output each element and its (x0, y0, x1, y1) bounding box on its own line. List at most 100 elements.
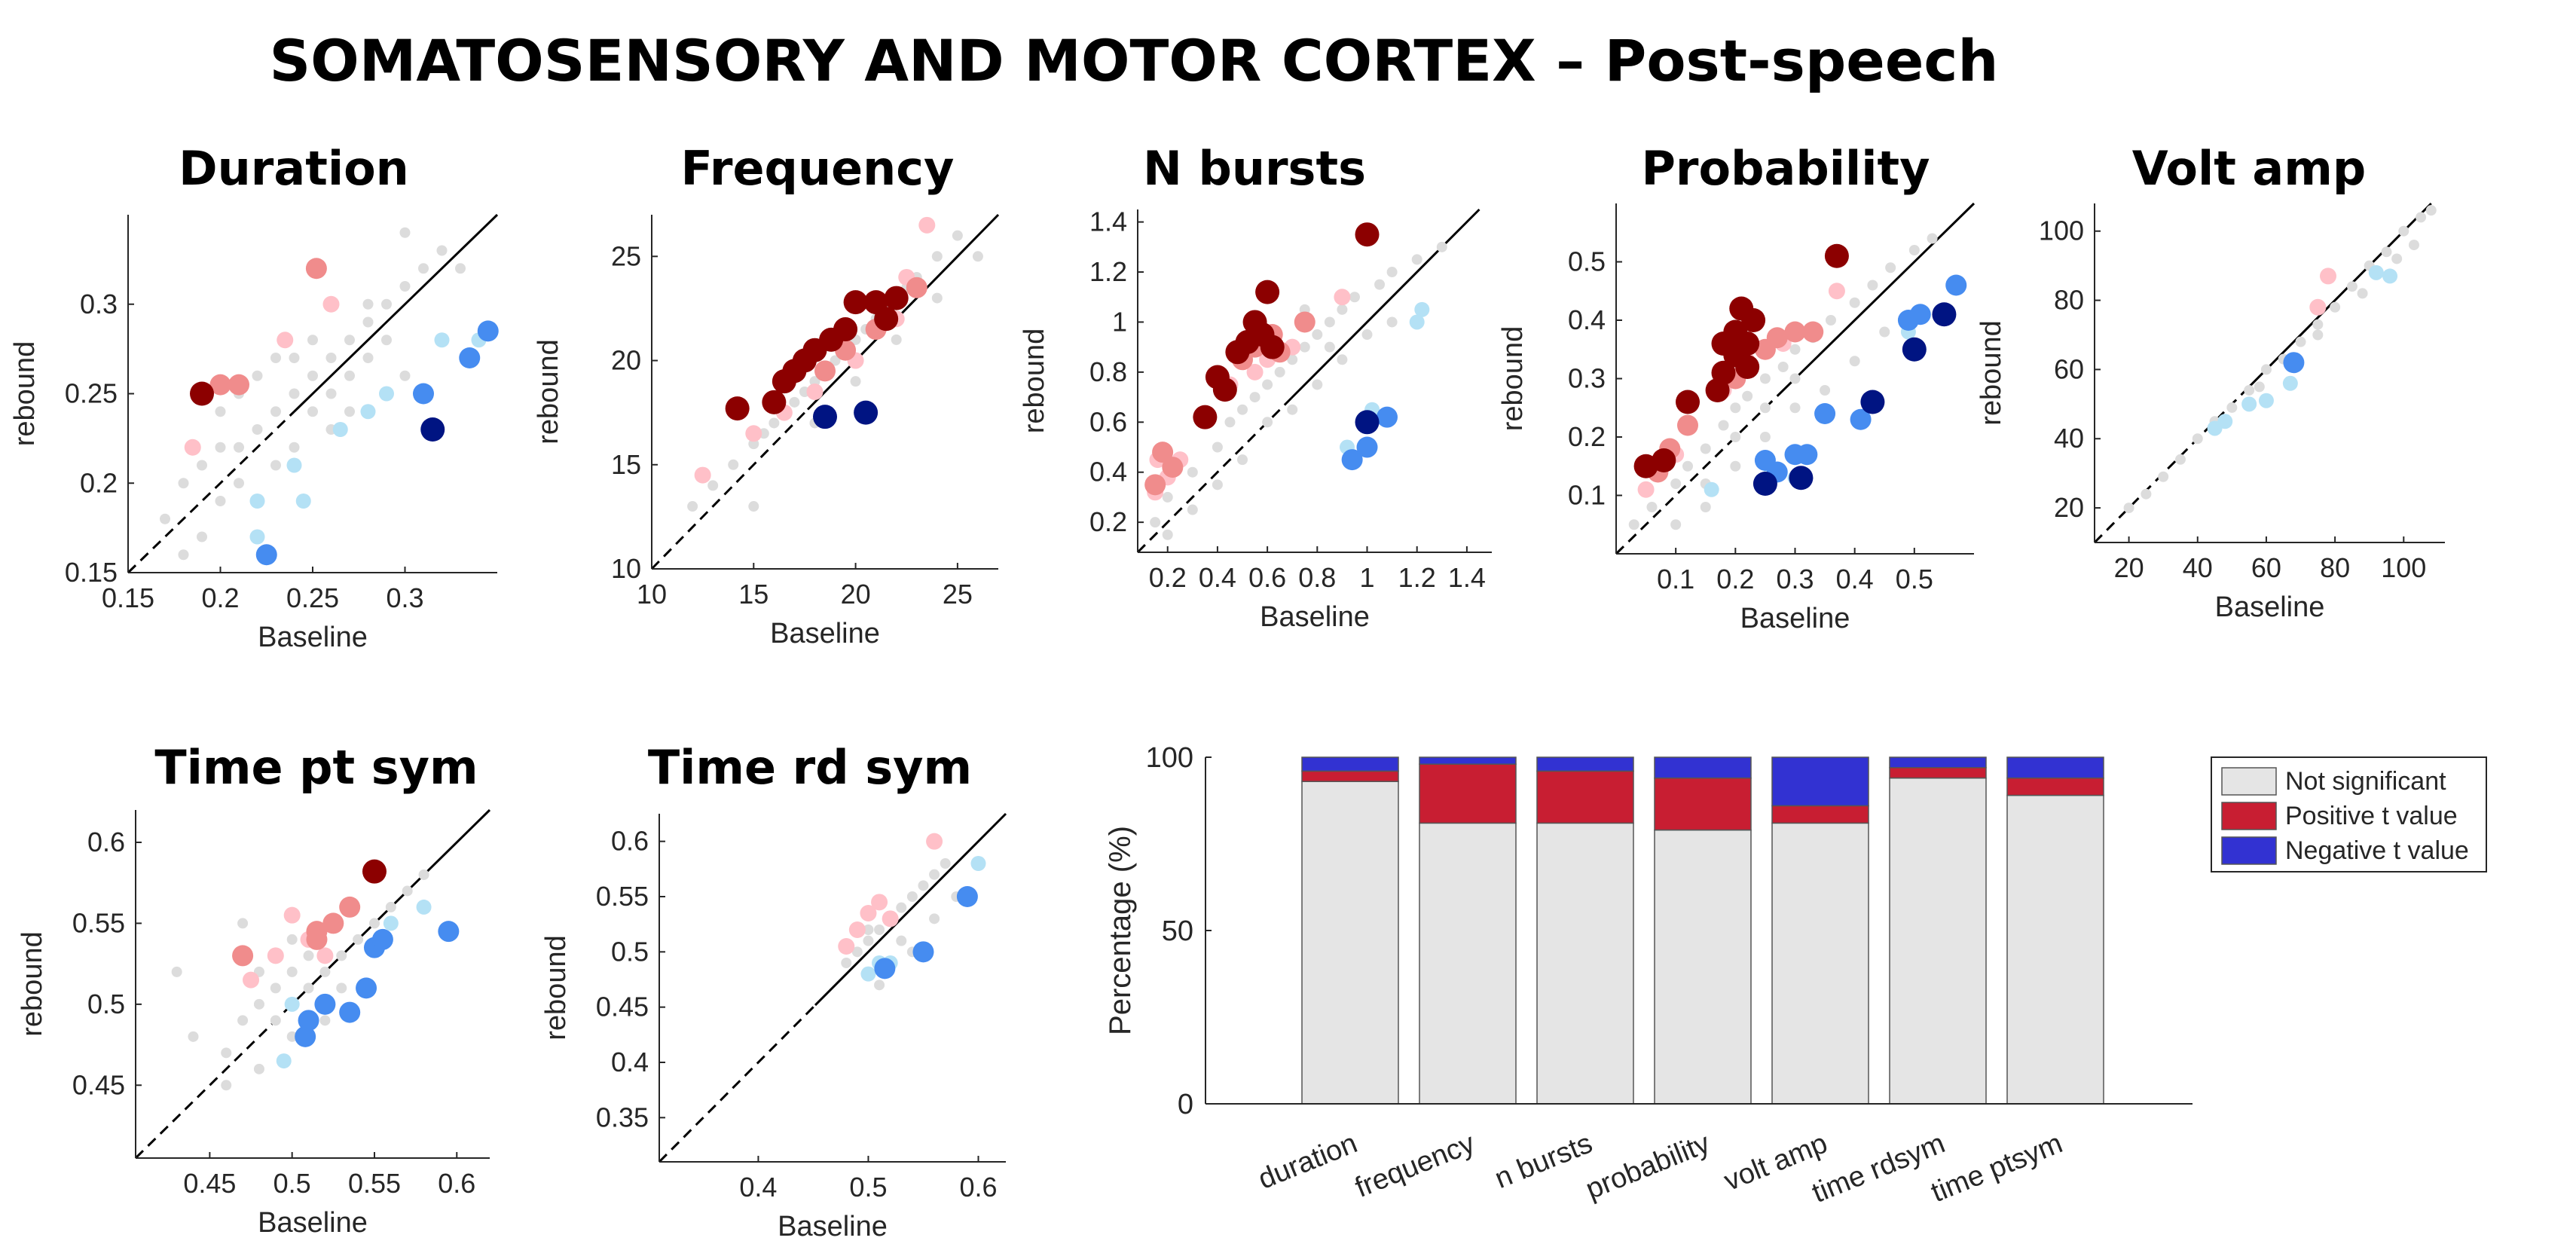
data-point (1849, 356, 1860, 367)
x-tick-label: 0.3 (1776, 564, 1814, 594)
data-point (1144, 474, 1166, 496)
data-point (344, 406, 355, 417)
data-point (1777, 362, 1789, 372)
data-point (399, 370, 411, 381)
data-point (286, 457, 302, 473)
data-point (1249, 392, 1260, 403)
data-point (2408, 240, 2419, 251)
y-tick-label: 0.3 (80, 289, 118, 319)
y-tick-label: 0.5 (611, 936, 649, 967)
data-point (929, 869, 940, 880)
bar-segment (1301, 781, 1399, 1105)
data-point (1150, 517, 1161, 528)
panel-title: Frequency (681, 141, 955, 196)
y-tick-label: 0.2 (80, 467, 118, 498)
x-tick-label: 0.5 (273, 1168, 311, 1199)
data-point (748, 501, 759, 512)
data-point (860, 905, 877, 921)
x-tick-label: 0.8 (1298, 562, 1336, 593)
data-point (344, 335, 355, 346)
data-point (298, 1010, 319, 1031)
data-point (356, 977, 377, 999)
y-tick-label: 0.35 (596, 1102, 649, 1132)
data-point (277, 332, 294, 349)
y-tick-label: 50 (1162, 915, 1193, 947)
x-tick-label: 80 (2320, 552, 2350, 583)
data-point (769, 417, 780, 429)
x-tick-label: 0.5 (849, 1172, 887, 1203)
identity-line-dashed (650, 408, 809, 570)
data-point (806, 384, 824, 400)
data-point (1704, 481, 1719, 497)
x-tick-label: 0.6 (959, 1172, 997, 1203)
x-tick-label: 0.3 (386, 582, 423, 613)
data-point (237, 1015, 249, 1026)
data-point (830, 355, 841, 366)
data-point (2398, 225, 2409, 237)
x-tick-label: 100 (2381, 552, 2426, 583)
data-point (1287, 354, 1298, 365)
data-point (362, 353, 374, 363)
legend-swatch (2221, 836, 2277, 865)
y-tick-label: 100 (1146, 742, 1193, 774)
data-point (416, 899, 432, 915)
data-point (1646, 502, 1658, 512)
data-point (1682, 460, 1693, 472)
y-tick-label: 1.4 (1089, 206, 1127, 237)
bar-segment (2006, 777, 2104, 796)
x-tick-label: 60 (2251, 552, 2281, 583)
data-point (379, 386, 394, 402)
y-axis-label: rebound (17, 931, 48, 1036)
identity-line-dashed (134, 1001, 296, 1160)
data-point (249, 529, 265, 545)
data-point (956, 886, 978, 907)
data-point (854, 400, 879, 425)
data-point (874, 924, 885, 935)
y-tick-label: 0.3 (1568, 363, 1606, 394)
data-point (319, 1015, 331, 1026)
data-point (184, 439, 201, 456)
y-tick-label: 0.6 (87, 827, 125, 857)
x-axis-label: Baseline (1260, 601, 1370, 633)
data-point (1294, 311, 1316, 333)
bar-segment (1301, 756, 1399, 772)
y-tick-label: 0.55 (596, 881, 649, 912)
data-point (2330, 301, 2341, 313)
data-point (1246, 363, 1264, 380)
data-point (303, 950, 314, 961)
data-point (1637, 481, 1655, 498)
x-tick-label: 15 (738, 579, 769, 610)
data-point (381, 335, 392, 346)
data-point (289, 388, 300, 399)
scatter-plot-volt_amp: Volt amp 20 40 60 80 100 20 40 60 80 100 Baseline re… (1976, 141, 2445, 623)
data-point (863, 935, 874, 946)
data-point (1700, 502, 1711, 512)
data-point (1628, 519, 1639, 530)
bar-segment (1889, 767, 1987, 779)
data-point (362, 316, 374, 328)
data-point (1212, 442, 1223, 453)
data-point (215, 496, 226, 506)
bar-segment (1654, 829, 1752, 1105)
data-point (1386, 316, 1398, 328)
x-tick-label: 0.4 (1836, 564, 1874, 594)
data-point (160, 513, 170, 524)
data-point (2357, 288, 2368, 299)
data-point (270, 406, 281, 417)
data-point (1334, 289, 1351, 306)
data-point (2320, 267, 2336, 285)
data-point (1299, 341, 1310, 353)
data-point (1324, 316, 1335, 328)
data-point (362, 859, 387, 884)
data-point (1789, 373, 1801, 384)
data-point (884, 286, 909, 310)
bar-segment (1771, 822, 1869, 1105)
data-point (368, 918, 380, 929)
bar-segment (1654, 756, 1752, 779)
x-tick-label: 0.6 (1248, 562, 1286, 593)
data-point (253, 998, 264, 1010)
data-point (371, 928, 393, 950)
panel-title: Time rd sym (648, 740, 972, 795)
data-point (2391, 253, 2403, 264)
category-label: time rdsym (1807, 1127, 1949, 1209)
